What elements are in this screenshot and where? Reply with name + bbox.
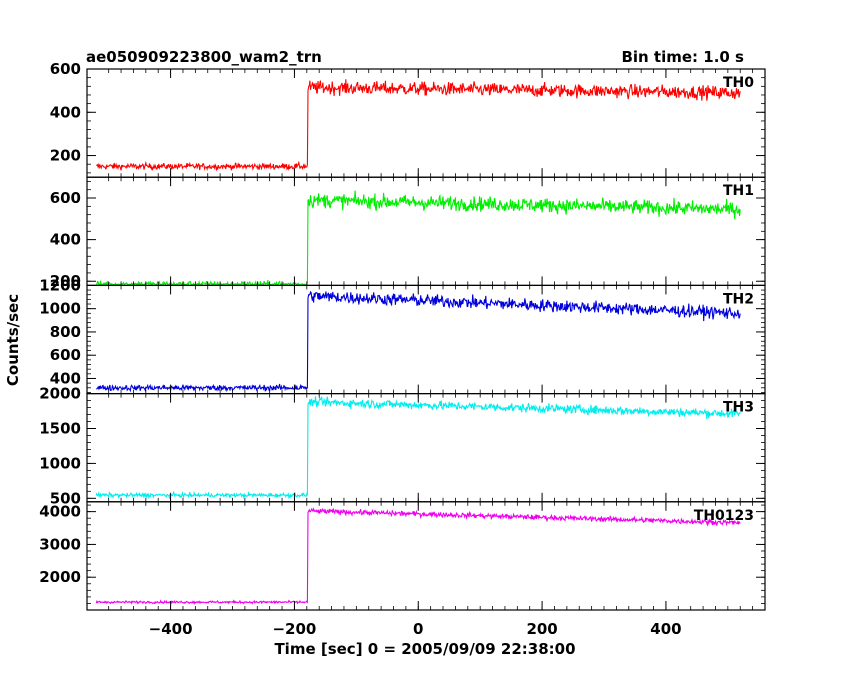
series-line-th2: [95, 290, 741, 393]
x-tick-label: 200: [526, 620, 557, 638]
panels: 200 400 600 TH0 200 400 600 TH1 400 600 800 1000 120…: [39, 60, 766, 611]
series-line-th3: [95, 396, 741, 500]
series-line-th0: [95, 79, 741, 172]
y-tick-label: 4000: [39, 503, 81, 521]
y-tick-label: 200: [50, 272, 81, 290]
y-tick-label: 2000: [39, 385, 81, 403]
panel-th1: 200 400 600 TH1: [50, 176, 766, 290]
x-tick-label: 400: [650, 620, 681, 638]
series-line-th1: [95, 190, 741, 287]
series-label-th0123: TH0123: [694, 508, 754, 524]
y-tick-label: 600: [50, 189, 81, 207]
x-axis: −400 −200 0 200 400: [149, 620, 682, 638]
y-tick-label: 1000: [39, 300, 81, 318]
panel-th0: 200 400 600 TH0: [50, 60, 766, 178]
x-tick-label: 0: [413, 620, 423, 638]
y-tick-label: 1200: [39, 276, 81, 294]
y-tick-label: 600: [50, 346, 81, 364]
y-tick-label: 400: [50, 369, 81, 387]
series-label-th2: TH2: [723, 291, 754, 307]
y-tick-label: 400: [50, 231, 81, 249]
y-tick-label: 1500: [39, 420, 81, 438]
panel-th2: 400 600 800 1000 1200 TH2: [39, 276, 766, 395]
y-axis-title: Counts/sec: [4, 294, 22, 386]
series-label-th1: TH1: [723, 183, 754, 199]
y-tick-label: 600: [50, 60, 81, 78]
series-line-th0123: [95, 507, 741, 605]
x-tick-label: −400: [149, 620, 193, 638]
panel-frame: [86, 501, 766, 611]
y-tick-label: 3000: [39, 535, 81, 553]
x-axis-title: Time [sec] 0 = 2005/09/09 22:38:00: [274, 640, 575, 658]
chart-title: ae050909223800_wam2_trn: [86, 48, 322, 66]
y-tick-label: 2000: [39, 568, 81, 586]
x-tick-label: −200: [272, 620, 316, 638]
series-label-th3: TH3: [723, 400, 754, 416]
y-tick-label: 1000: [39, 454, 81, 472]
y-tick-label: 800: [50, 323, 81, 341]
panel-th0123: 2000 3000 4000 TH0123: [39, 501, 766, 611]
y-tick-label: 200: [50, 147, 81, 165]
panel-frame: [86, 393, 766, 503]
y-tick-label: 500: [50, 489, 81, 507]
panel-frame: [86, 284, 766, 395]
panel-frame: [86, 176, 766, 286]
bin-time-label: Bin time: 1.0 s: [621, 48, 744, 66]
series-label-th0: TH0: [723, 75, 754, 91]
panel-th3: 500 1000 1500 2000 TH3: [39, 385, 766, 507]
y-tick-label: 400: [50, 103, 81, 121]
